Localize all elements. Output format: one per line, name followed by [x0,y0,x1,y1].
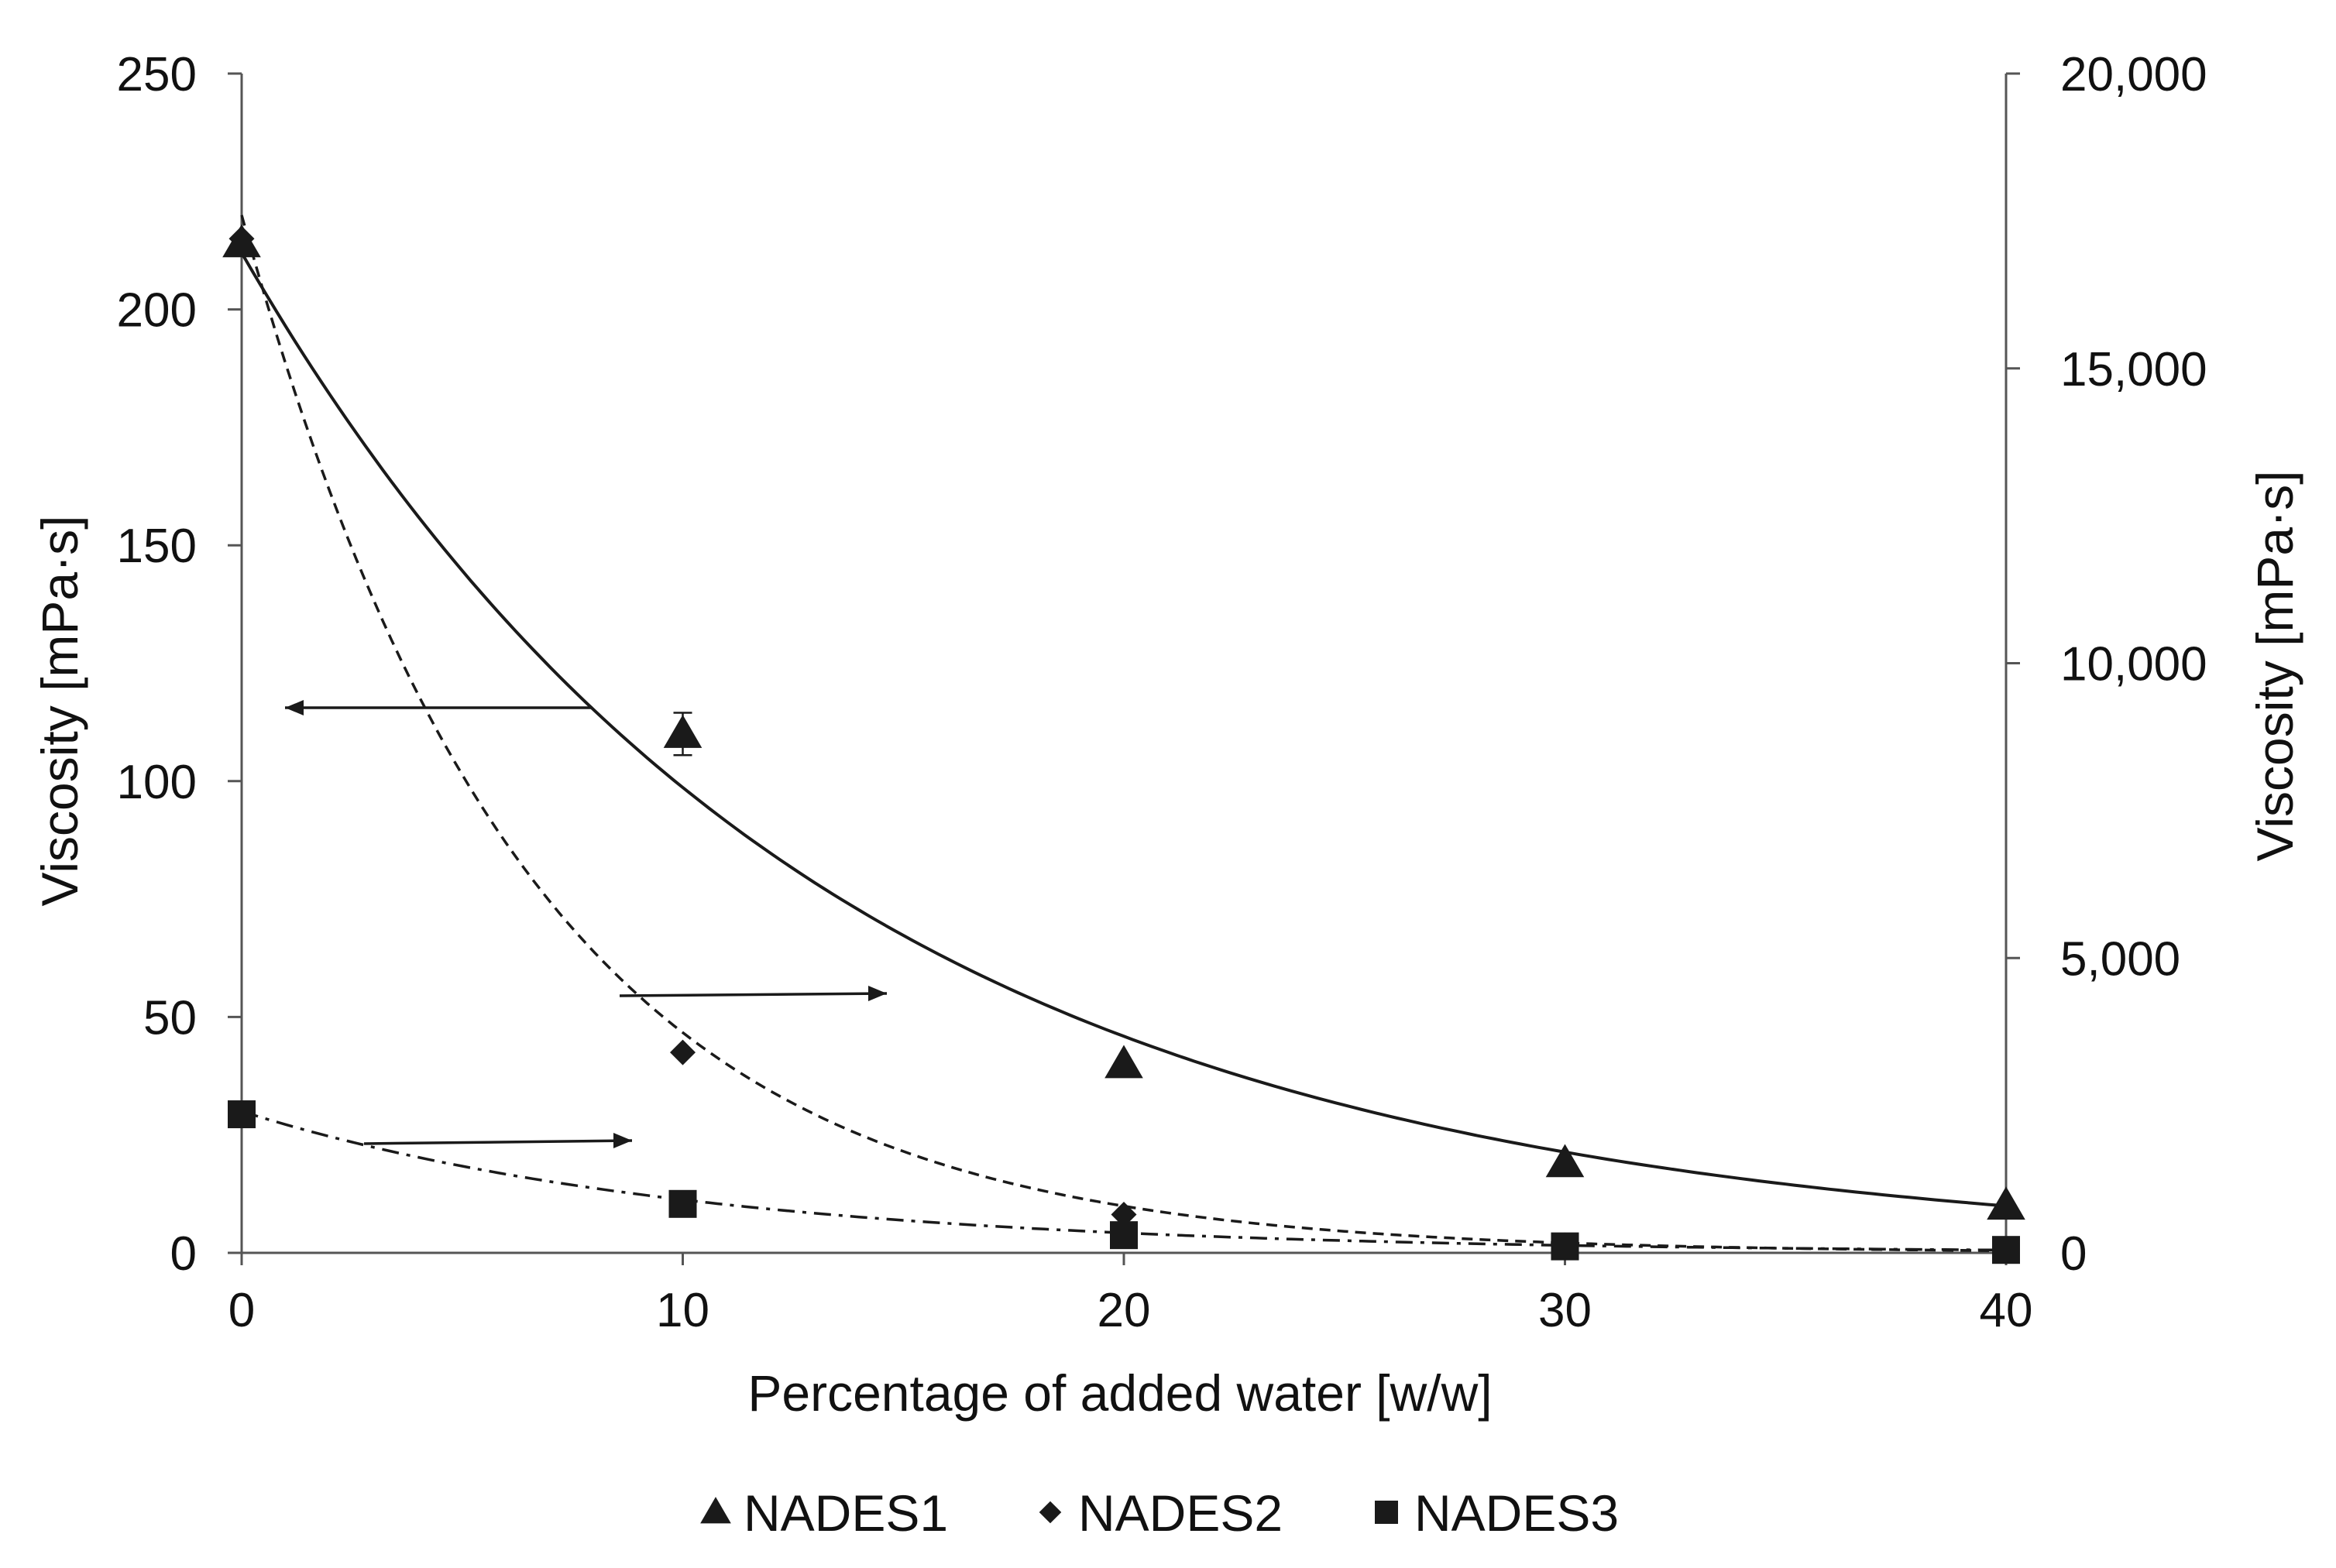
data-point-nades3 [1110,1221,1138,1250]
trend-line-nades3 [241,1110,2007,1252]
y-left-tick-label: 150 [117,520,197,573]
y-left-tick-label: 200 [117,284,197,338]
axis-titles: Percentage of added water [w/w] Viscosit… [31,471,2303,1422]
legend-marker-triangle [700,1497,731,1524]
legend-marker-square [1375,1501,1398,1524]
legend-label: NADES2 [1078,1484,1283,1542]
data-markers [222,224,2025,1264]
y-right-tick-label: 20,000 [2060,48,2207,101]
tick-labels: 0 10 20 30 40 0 50 100 150 200 250 0 5,000 10,000 15,0… [117,48,2207,1337]
legend-label: NADES3 [1414,1484,1619,1542]
data-point-nades1 [663,715,703,748]
x-tick-label: 0 [228,1284,255,1337]
annotation-arrow-head [613,1133,632,1148]
legend: NADES1 NADES2 NADES3 [700,1484,1619,1542]
data-point-nades1 [1104,1045,1143,1079]
x-tick-label: 20 [1098,1284,1151,1337]
data-point-nades2 [228,225,255,252]
annotation-arrow-line [363,1139,633,1145]
y-right-tick-label: 5,000 [2060,932,2180,986]
x-tick-label: 30 [1538,1284,1592,1337]
annotations [285,700,888,1148]
y-left-tick-label: 0 [170,1227,197,1281]
legend-item-nades1: NADES1 [700,1484,948,1542]
x-axis-title: Percentage of added water [w/w] [747,1364,1492,1422]
trend-lines [240,214,2007,1253]
x-tick-label: 40 [1980,1284,2033,1337]
y-left-tick-label: 50 [143,991,197,1045]
data-point-nades1 [1545,1144,1585,1178]
x-tick-label: 10 [656,1284,709,1337]
axes [228,72,2020,1265]
legend-item-nades3: NADES3 [1375,1484,1619,1542]
data-point-nades3 [668,1189,697,1218]
y-axis-left-title: Viscosity [mPa·s] [31,516,88,907]
legend-item-nades2: NADES2 [1039,1484,1283,1542]
trend-line-nades1 [240,252,2007,1208]
trend-line-nades2 [240,214,2007,1253]
annotation-arrow-head [868,986,887,1001]
y-right-tick-label: 15,000 [2060,343,2207,396]
annotation-arrow-line [619,992,888,997]
data-point-nades2 [670,1039,696,1065]
y-right-tick-label: 0 [2060,1227,2087,1281]
data-point-nades1 [1987,1186,2025,1220]
y-left-tick-label: 250 [117,48,197,101]
data-point-nades3 [228,1100,256,1129]
data-point-nades2 [1111,1202,1137,1228]
y-axis-right-title: Viscosity [mPa·s] [2246,471,2303,862]
legend-label: NADES1 [744,1484,948,1542]
legend-marker-diamond [1039,1501,1062,1524]
y-right-tick-label: 10,000 [2060,638,2207,691]
data-point-nades3 [1992,1236,2020,1264]
y-left-tick-label: 100 [117,756,197,809]
data-point-nades3 [1551,1232,1579,1261]
annotation-arrow-head [285,700,304,715]
